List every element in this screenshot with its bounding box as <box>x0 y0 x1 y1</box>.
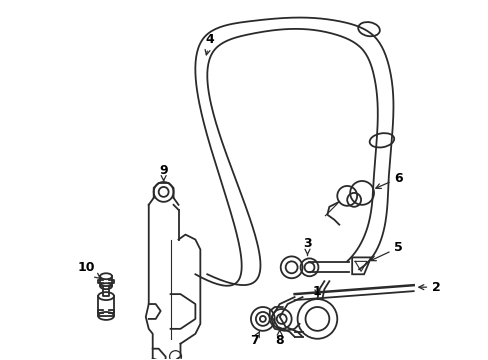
Text: 1: 1 <box>312 285 321 298</box>
Text: 2: 2 <box>418 281 440 294</box>
Text: 8: 8 <box>275 330 284 347</box>
Text: 5: 5 <box>370 241 402 261</box>
Text: 6: 6 <box>375 171 402 189</box>
Text: 4: 4 <box>204 33 214 55</box>
Text: 10: 10 <box>77 261 100 279</box>
Text: 3: 3 <box>303 237 311 256</box>
Text: 7: 7 <box>250 332 259 347</box>
Text: 9: 9 <box>159 163 167 181</box>
